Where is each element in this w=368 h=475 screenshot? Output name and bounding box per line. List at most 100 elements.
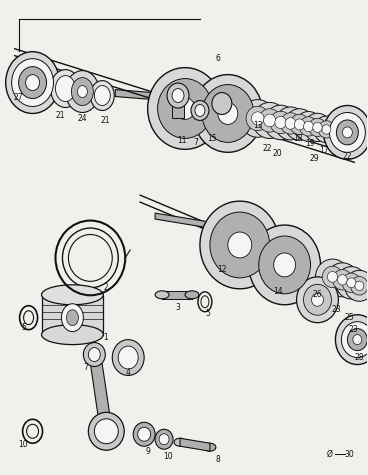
Ellipse shape: [19, 66, 46, 98]
Text: 18: 18: [293, 134, 302, 143]
Ellipse shape: [347, 329, 367, 351]
Ellipse shape: [336, 120, 358, 145]
Ellipse shape: [342, 322, 368, 358]
Ellipse shape: [246, 106, 269, 131]
Ellipse shape: [91, 81, 114, 111]
Text: 28: 28: [355, 353, 364, 362]
Ellipse shape: [318, 121, 335, 138]
Ellipse shape: [200, 201, 280, 289]
Text: 7: 7: [83, 363, 88, 372]
Ellipse shape: [350, 276, 368, 295]
Ellipse shape: [249, 225, 321, 305]
Ellipse shape: [347, 278, 356, 288]
Ellipse shape: [212, 93, 232, 114]
Ellipse shape: [88, 412, 124, 450]
Ellipse shape: [158, 78, 212, 138]
Ellipse shape: [42, 285, 103, 305]
Ellipse shape: [26, 424, 39, 438]
Polygon shape: [162, 291, 192, 299]
Ellipse shape: [133, 422, 155, 446]
Ellipse shape: [175, 97, 195, 119]
Polygon shape: [88, 350, 112, 431]
Ellipse shape: [284, 109, 315, 140]
Ellipse shape: [167, 83, 189, 108]
Ellipse shape: [24, 311, 33, 325]
Ellipse shape: [61, 304, 84, 332]
Text: 13: 13: [253, 121, 262, 130]
Text: 24: 24: [78, 114, 87, 123]
Ellipse shape: [275, 116, 286, 129]
Ellipse shape: [333, 270, 352, 290]
Ellipse shape: [204, 443, 216, 451]
Ellipse shape: [118, 346, 138, 369]
Ellipse shape: [67, 310, 78, 326]
Ellipse shape: [304, 285, 332, 315]
Text: 9: 9: [146, 446, 151, 456]
Ellipse shape: [94, 419, 118, 444]
Ellipse shape: [71, 77, 93, 105]
Polygon shape: [210, 107, 242, 117]
Ellipse shape: [258, 109, 281, 132]
Text: 7: 7: [194, 138, 198, 147]
Ellipse shape: [297, 277, 339, 323]
Ellipse shape: [285, 118, 296, 129]
Text: 4: 4: [126, 368, 131, 377]
Polygon shape: [335, 126, 339, 133]
Ellipse shape: [314, 116, 339, 143]
Ellipse shape: [138, 428, 151, 441]
Ellipse shape: [88, 348, 100, 361]
Ellipse shape: [322, 125, 331, 134]
Text: 25: 25: [344, 313, 354, 322]
Ellipse shape: [155, 429, 173, 449]
Ellipse shape: [275, 107, 306, 140]
Ellipse shape: [112, 340, 144, 375]
Polygon shape: [298, 262, 329, 278]
Ellipse shape: [66, 71, 99, 113]
Ellipse shape: [6, 52, 60, 114]
Ellipse shape: [326, 263, 358, 297]
Ellipse shape: [312, 293, 323, 306]
Text: 19: 19: [305, 139, 314, 148]
Ellipse shape: [342, 127, 353, 138]
Ellipse shape: [202, 85, 254, 142]
Ellipse shape: [294, 112, 323, 142]
Text: 22: 22: [263, 144, 272, 153]
Ellipse shape: [342, 273, 361, 293]
Ellipse shape: [270, 111, 291, 133]
Ellipse shape: [12, 59, 53, 106]
Ellipse shape: [174, 438, 186, 446]
Text: 12: 12: [217, 266, 227, 275]
Polygon shape: [115, 90, 165, 101]
Text: 20: 20: [273, 149, 283, 158]
Ellipse shape: [251, 112, 264, 125]
Text: 23: 23: [348, 325, 358, 334]
Text: 5: 5: [205, 309, 210, 318]
Text: 10: 10: [18, 440, 28, 449]
Text: 21: 21: [56, 111, 65, 120]
Polygon shape: [42, 295, 103, 334]
Ellipse shape: [193, 75, 263, 152]
Ellipse shape: [195, 104, 205, 116]
Ellipse shape: [218, 103, 238, 124]
Ellipse shape: [335, 315, 368, 364]
Ellipse shape: [63, 228, 118, 288]
Ellipse shape: [264, 105, 297, 140]
Ellipse shape: [263, 114, 276, 127]
Polygon shape: [180, 438, 210, 451]
Polygon shape: [172, 101, 184, 118]
Ellipse shape: [337, 275, 347, 285]
Ellipse shape: [322, 266, 343, 287]
Polygon shape: [155, 213, 210, 228]
Ellipse shape: [309, 118, 326, 136]
Text: 27: 27: [14, 93, 24, 102]
Ellipse shape: [210, 212, 270, 278]
Ellipse shape: [304, 114, 331, 142]
Ellipse shape: [77, 86, 87, 97]
Text: 11: 11: [177, 136, 187, 145]
Ellipse shape: [148, 67, 222, 149]
Ellipse shape: [304, 121, 314, 132]
Polygon shape: [255, 242, 272, 255]
Text: 10: 10: [163, 452, 173, 461]
Text: 8: 8: [216, 455, 220, 464]
Ellipse shape: [56, 76, 75, 102]
